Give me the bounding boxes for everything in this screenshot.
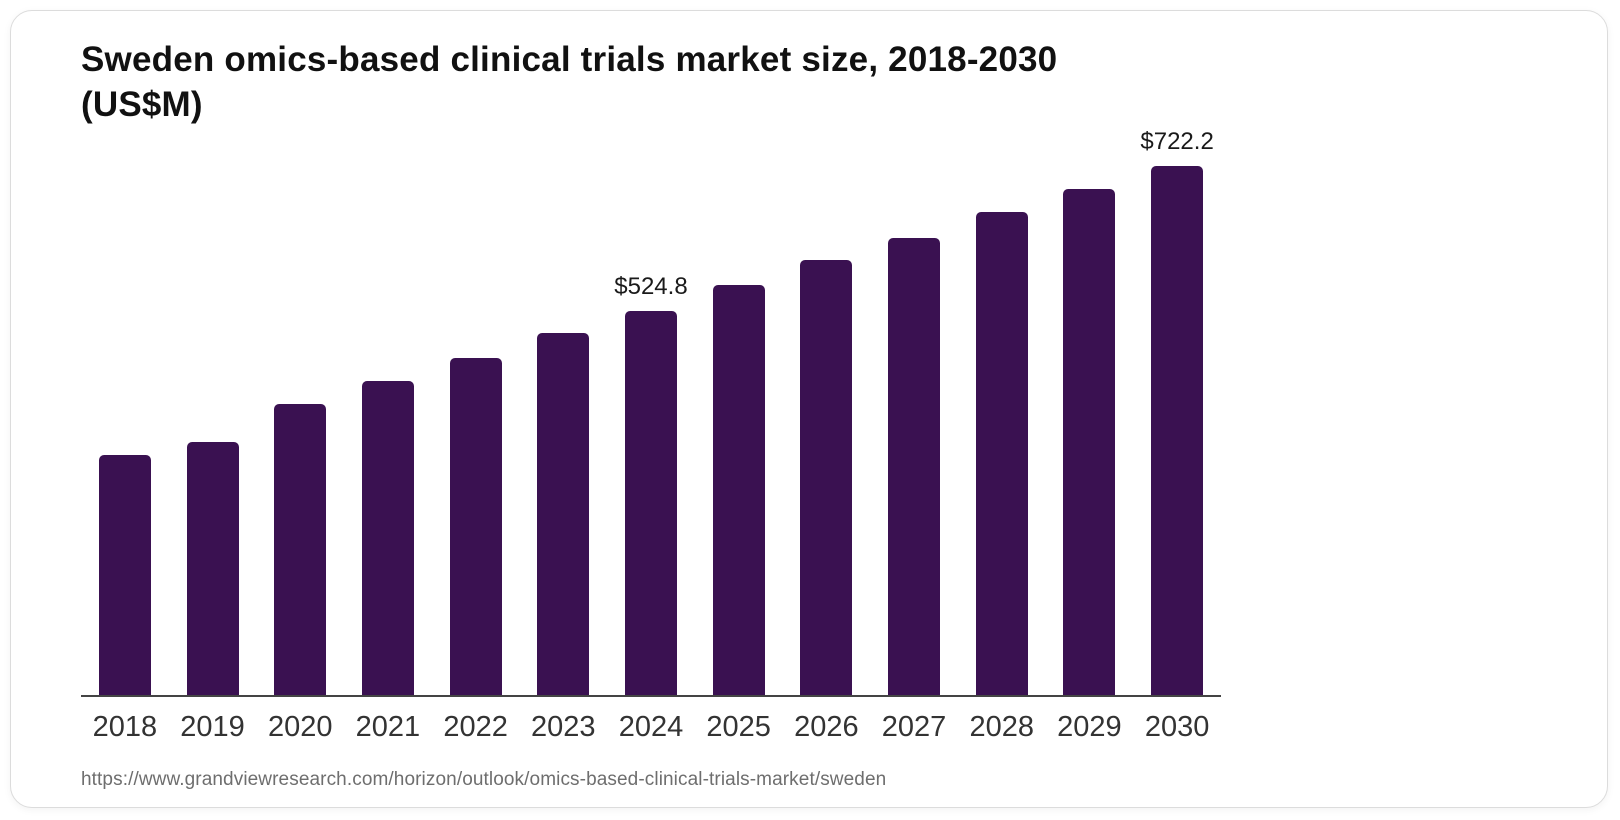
bar-column-2020 [256, 120, 344, 695]
bar-column-2028 [958, 120, 1046, 695]
bar-2027 [888, 238, 941, 695]
bar-2020 [274, 404, 327, 695]
x-tick-2018: 2018 [92, 711, 158, 743]
bar-2028 [975, 212, 1028, 695]
x-tick-2023: 2023 [531, 711, 596, 743]
bar-column-2027 [870, 120, 958, 695]
bar-2030 [1151, 166, 1204, 695]
x-tick-2029: 2029 [1057, 711, 1122, 743]
bar-2022 [449, 358, 502, 695]
x-tick-2022: 2022 [443, 711, 508, 743]
x-tick-2025: 2025 [706, 711, 771, 743]
chart-title-line1: Sweden omics-based clinical trials marke… [81, 40, 1058, 79]
chart-title-line2: (US$M) [81, 85, 203, 124]
bar-column-2026 [783, 120, 871, 695]
bar-2025 [712, 285, 765, 695]
bar-chart-plot-area: $524.8 $722.2 [81, 120, 1221, 697]
bar-2019 [186, 442, 239, 695]
x-tick-2020: 2020 [267, 711, 333, 743]
bar-2023 [537, 333, 590, 695]
chart-title: Sweden omics-based clinical trials marke… [81, 37, 1057, 127]
bar-2018 [98, 455, 151, 695]
bar-column-2019 [169, 120, 257, 695]
bar-column-2024: $524.8 [607, 120, 695, 695]
value-label-2030: $722.2 [1140, 128, 1214, 155]
x-tick-2028: 2028 [969, 711, 1034, 743]
x-tick-2024: 2024 [618, 711, 684, 743]
bar-2021 [361, 381, 414, 695]
x-axis-tick-labels: 2018 2019 2020 2021 2022 2023 2024 2025 2026 2027… [81, 709, 1221, 745]
x-tick-2030: 2030 [1144, 711, 1210, 743]
bar-2024 [624, 311, 677, 695]
bar-column-2018 [81, 120, 169, 695]
bar-column-2029 [1046, 120, 1134, 695]
bar-2026 [800, 260, 853, 695]
bar-2029 [1063, 189, 1116, 695]
value-label-2024: $524.8 [614, 273, 688, 300]
chart-card: Sweden omics-based clinical trials marke… [10, 10, 1608, 808]
bar-column-2021 [344, 120, 432, 695]
x-tick-2019: 2019 [180, 711, 245, 743]
x-tick-2021: 2021 [355, 711, 421, 743]
source-url: https://www.grandviewresearch.com/horizo… [81, 769, 887, 790]
bar-column-2022 [432, 120, 520, 695]
bar-column-2025 [695, 120, 783, 695]
x-tick-2027: 2027 [881, 711, 947, 743]
bar-column-2030: $722.2 [1133, 120, 1221, 695]
x-tick-2026: 2026 [794, 711, 859, 743]
bar-column-2023 [519, 120, 607, 695]
